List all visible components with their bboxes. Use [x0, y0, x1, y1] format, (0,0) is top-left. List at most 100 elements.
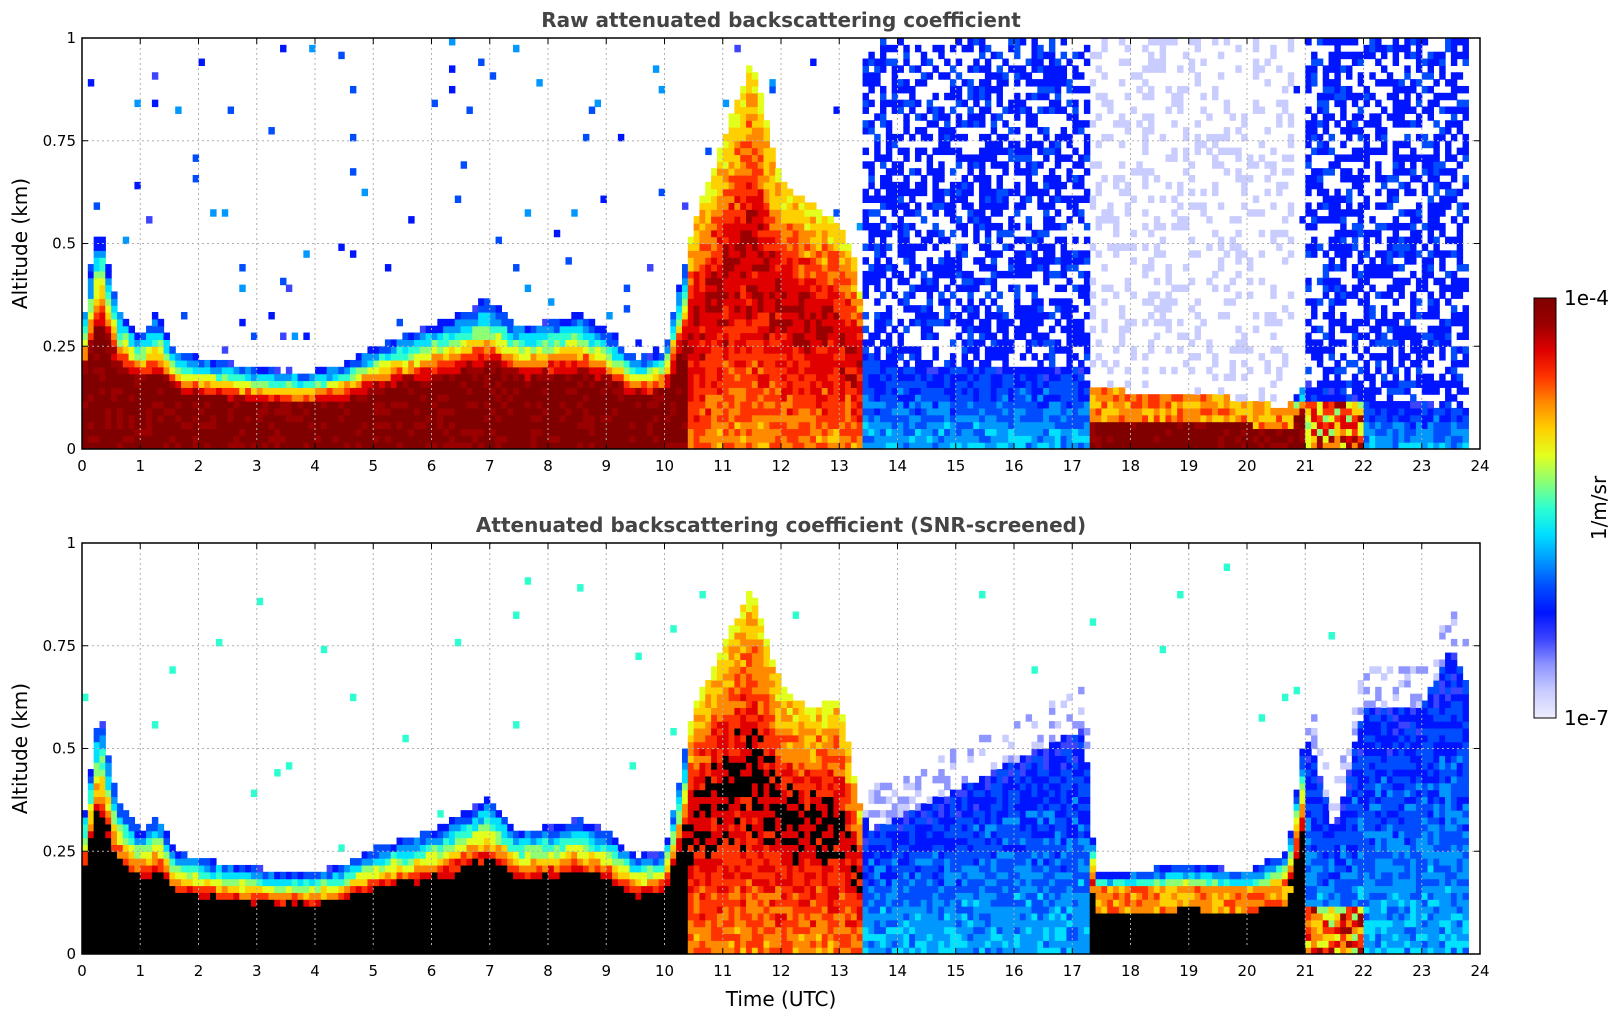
heatmap-cell — [681, 353, 689, 361]
heatmap-cell — [280, 387, 287, 395]
heatmap-cell — [775, 359, 782, 368]
heatmap-cell — [134, 181, 141, 190]
heatmap-cell — [151, 435, 159, 443]
heatmap-cell — [146, 421, 153, 430]
heatmap-cell — [769, 168, 776, 176]
heatmap-cell — [722, 188, 730, 197]
heatmap-cell — [518, 332, 526, 340]
heatmap-cell — [944, 92, 951, 101]
heatmap-cell — [175, 442, 182, 449]
heatmap-cell — [169, 414, 176, 423]
heatmap-cell — [1019, 325, 1027, 334]
heatmap-cell — [1008, 284, 1015, 293]
heatmap-cell — [431, 380, 438, 388]
heatmap-cell — [134, 366, 141, 375]
heatmap-cell — [122, 407, 130, 416]
heatmap-cell — [693, 318, 701, 327]
heatmap-cell — [944, 147, 951, 156]
heatmap-cell — [454, 380, 462, 388]
heatmap-cell — [990, 353, 998, 361]
heatmap-cell — [1002, 202, 1009, 210]
heatmap-cell — [396, 318, 403, 327]
heatmap-cell — [163, 332, 170, 340]
heatmap-cell — [734, 359, 741, 368]
heatmap-cell — [1043, 106, 1050, 114]
heatmap-cell — [821, 332, 829, 340]
heatmap-cell — [973, 435, 980, 443]
heatmap-cell — [495, 442, 502, 449]
heatmap-cell — [751, 339, 759, 347]
heatmap-cell — [128, 325, 136, 334]
heatmap-cell — [932, 353, 939, 361]
heatmap-cell — [454, 414, 462, 423]
heatmap-cell — [1066, 421, 1073, 430]
heatmap-cell — [99, 270, 106, 279]
heatmap-cell — [93, 428, 101, 436]
heatmap-cell — [979, 181, 986, 190]
heatmap-cell — [105, 394, 112, 402]
heatmap-cell — [641, 442, 648, 449]
heatmap-cell — [920, 181, 928, 190]
heatmap-cell — [757, 229, 765, 238]
heatmap-cell — [979, 85, 986, 94]
heatmap-cell — [856, 387, 864, 395]
heatmap-cell — [897, 106, 904, 114]
heatmap-cell — [751, 257, 759, 265]
heatmap-cell — [827, 421, 835, 430]
heatmap-cell — [280, 401, 287, 409]
heatmap-cell — [204, 442, 211, 449]
heatmap-cell — [751, 222, 759, 231]
heatmap-cell — [1014, 147, 1021, 156]
heatmap-cell — [105, 312, 112, 320]
heatmap-cell — [1159, 222, 1167, 231]
heatmap-cell — [577, 325, 584, 334]
heatmap-cell — [652, 401, 660, 409]
heatmap-cell — [763, 257, 770, 265]
heatmap-cell — [1078, 318, 1085, 327]
heatmap-cell — [291, 394, 299, 402]
heatmap-cell — [460, 161, 468, 169]
heatmap-cell — [157, 346, 165, 354]
heatmap-cell — [134, 394, 141, 402]
heatmap-cell — [419, 407, 427, 416]
heatmap-cell — [565, 428, 572, 436]
heatmap-cell — [93, 401, 101, 409]
heatmap-cell — [1066, 250, 1073, 258]
heatmap-cell — [513, 373, 520, 382]
heatmap-cell — [815, 270, 823, 279]
heatmap-cell — [1019, 99, 1027, 108]
heatmap-cell — [769, 339, 776, 347]
heatmap-cell — [99, 298, 106, 306]
heatmap-cell — [169, 401, 176, 409]
heatmap-cell — [1177, 435, 1184, 443]
heatmap-cell — [390, 366, 398, 375]
heatmap-cell — [1060, 346, 1068, 354]
heatmap-cell — [955, 195, 963, 203]
heatmap-cell — [885, 58, 893, 66]
heatmap-cell — [740, 257, 747, 265]
heatmap-cell — [87, 305, 95, 313]
heatmap-cell — [1060, 442, 1068, 449]
heatmap-cell — [711, 394, 718, 402]
heatmap-cell — [938, 291, 945, 299]
heatmap-cell — [1066, 154, 1073, 162]
heatmap-cell — [728, 154, 735, 162]
heatmap-cell — [571, 442, 578, 449]
heatmap-cell — [973, 38, 980, 46]
heatmap-cell — [600, 387, 607, 395]
heatmap-cell — [93, 264, 101, 272]
heatmap-cell — [1165, 38, 1172, 46]
heatmap-cell — [920, 442, 928, 449]
heatmap-cell — [472, 387, 479, 395]
heatmap-cell — [1054, 140, 1062, 149]
heatmap-cell — [483, 353, 491, 361]
heatmap-cell — [891, 270, 899, 279]
heatmap-cell — [757, 442, 765, 449]
heatmap-cell — [367, 407, 374, 416]
heatmap-cell — [815, 401, 823, 409]
heatmap-cell — [804, 277, 811, 286]
heatmap-cell — [716, 387, 724, 395]
heatmap-cell — [862, 421, 869, 430]
heatmap-cell — [1194, 435, 1201, 443]
heatmap-cell — [1188, 65, 1196, 73]
